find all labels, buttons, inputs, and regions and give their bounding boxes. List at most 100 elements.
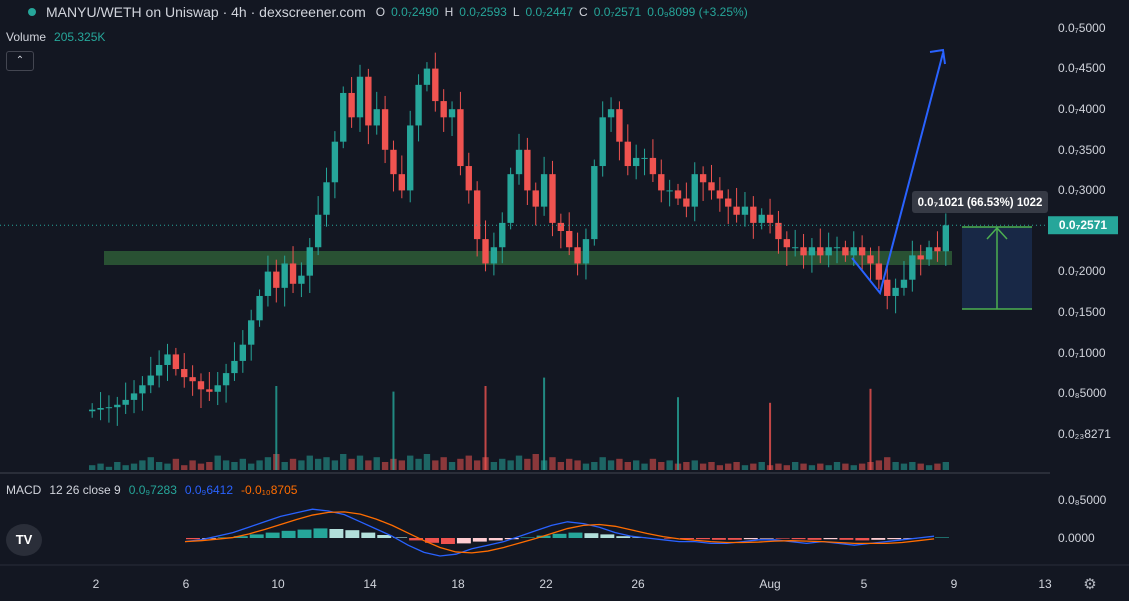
candle-body bbox=[465, 166, 472, 191]
candle-body bbox=[942, 225, 949, 252]
measure-arrowhead bbox=[986, 226, 1008, 240]
x-tick-label: 26 bbox=[631, 577, 645, 591]
macd-hist-bar bbox=[935, 537, 949, 538]
candle-body bbox=[900, 279, 908, 288]
ohlc-close-value: 0.0₇2571 bbox=[593, 5, 642, 19]
candle-body bbox=[699, 174, 707, 183]
volume-bar bbox=[340, 454, 347, 470]
volume-bar bbox=[557, 462, 565, 470]
candle-body bbox=[440, 101, 447, 118]
volume-bar bbox=[566, 458, 573, 470]
x-tick-label: 22 bbox=[539, 577, 553, 591]
macd-hist-bar bbox=[217, 537, 232, 538]
volume-bar bbox=[181, 465, 188, 470]
volume-bar bbox=[275, 386, 278, 470]
macd-hist-bar bbox=[456, 538, 471, 544]
candle-body bbox=[842, 247, 849, 256]
volume-bar bbox=[231, 462, 238, 470]
tradingview-logo[interactable]: TV bbox=[6, 524, 42, 556]
macd-hist-bar bbox=[393, 537, 408, 538]
candle-body bbox=[616, 109, 623, 142]
candle-body bbox=[415, 84, 422, 126]
macd-hist-bar bbox=[600, 534, 615, 538]
candle-body bbox=[917, 255, 924, 260]
y-tick-label: 0.0₂₃8271 bbox=[1058, 427, 1111, 441]
candle-body bbox=[766, 214, 774, 223]
candle-body bbox=[775, 222, 782, 240]
macd-hist-bar bbox=[186, 538, 200, 540]
candle-body bbox=[515, 149, 523, 175]
x-tick-label: 5 bbox=[861, 577, 868, 591]
candle-body bbox=[733, 206, 740, 215]
ohlc-high-key: H bbox=[444, 5, 454, 19]
macd-hist-value: -0.0₁₀8705 bbox=[241, 483, 298, 497]
gear-icon[interactable]: ⚙ bbox=[1083, 576, 1097, 593]
volume-bar bbox=[691, 460, 698, 470]
measure-label: 0.0₇1021 (66.53%) 1022 bbox=[918, 197, 1043, 209]
candle-body bbox=[206, 389, 213, 392]
candle-body bbox=[139, 385, 146, 394]
volume-bar bbox=[532, 454, 539, 470]
volume-bar bbox=[105, 466, 113, 470]
volume-bar bbox=[524, 458, 531, 470]
volume-bar bbox=[850, 465, 857, 470]
y-tick-label: 0.0₇1500 bbox=[1058, 305, 1106, 319]
candle-body bbox=[783, 239, 790, 248]
volume-bar bbox=[917, 463, 924, 470]
macd-hist-bar bbox=[743, 538, 758, 540]
candle-body bbox=[850, 247, 857, 256]
volume-bar bbox=[89, 465, 96, 470]
volume-bar bbox=[942, 462, 949, 470]
volume-bar bbox=[783, 465, 790, 470]
volume-bar bbox=[632, 460, 640, 470]
candle-body bbox=[381, 109, 389, 150]
volume-bar bbox=[800, 463, 807, 470]
macd-hist-bar bbox=[472, 538, 487, 542]
volume-bar bbox=[457, 458, 464, 470]
volume-bar bbox=[440, 457, 447, 470]
volume-bar bbox=[833, 462, 841, 470]
candle-body bbox=[741, 206, 749, 215]
macd-hist-bar bbox=[791, 538, 806, 540]
candle-body bbox=[884, 279, 891, 296]
macd-hist-bar bbox=[345, 530, 360, 538]
volume-bar bbox=[499, 458, 506, 470]
volume-bar bbox=[172, 458, 180, 470]
volume-bar bbox=[708, 462, 715, 470]
volume-bar bbox=[122, 465, 129, 470]
volume-value: 205.325K bbox=[54, 30, 106, 44]
candle-body bbox=[582, 239, 590, 264]
last-price-label: 0.0₇2571 bbox=[1059, 218, 1108, 232]
volume-bar bbox=[331, 460, 339, 470]
volume-bar bbox=[549, 457, 556, 470]
macd-y-tick-label: 0.0000 bbox=[1058, 531, 1095, 545]
ohlc-close-key: C bbox=[579, 5, 588, 19]
volume-bar bbox=[381, 462, 389, 470]
volume-bar bbox=[248, 463, 255, 470]
candle-body bbox=[490, 247, 498, 264]
ohlc-readout: O 0.0₇2490 H 0.0₇2593 L 0.0₇2447 C 0.0₇2571 … bbox=[376, 5, 748, 19]
volume-bar bbox=[206, 462, 213, 470]
volume-bar bbox=[543, 377, 546, 470]
candle-body bbox=[875, 263, 883, 280]
candle-body bbox=[566, 231, 573, 248]
volume-bar bbox=[432, 460, 439, 470]
volume-bar bbox=[699, 463, 707, 470]
candle-body bbox=[457, 109, 464, 167]
macd-hist-bar bbox=[409, 538, 424, 541]
candle-body bbox=[331, 141, 339, 183]
candle-body bbox=[155, 364, 163, 376]
volume-bar bbox=[750, 463, 757, 470]
volume-bar bbox=[298, 460, 305, 470]
macd-hist-bar bbox=[233, 536, 248, 538]
candle-body bbox=[674, 190, 682, 199]
macd-line bbox=[184, 508, 935, 557]
macd-hist-bar bbox=[552, 533, 567, 538]
volume-bar bbox=[189, 460, 196, 470]
volume-bar bbox=[791, 462, 799, 470]
candle-body bbox=[549, 174, 556, 223]
volume-bar bbox=[733, 462, 740, 470]
collapse-legend-button[interactable]: ⌃ bbox=[6, 51, 34, 71]
